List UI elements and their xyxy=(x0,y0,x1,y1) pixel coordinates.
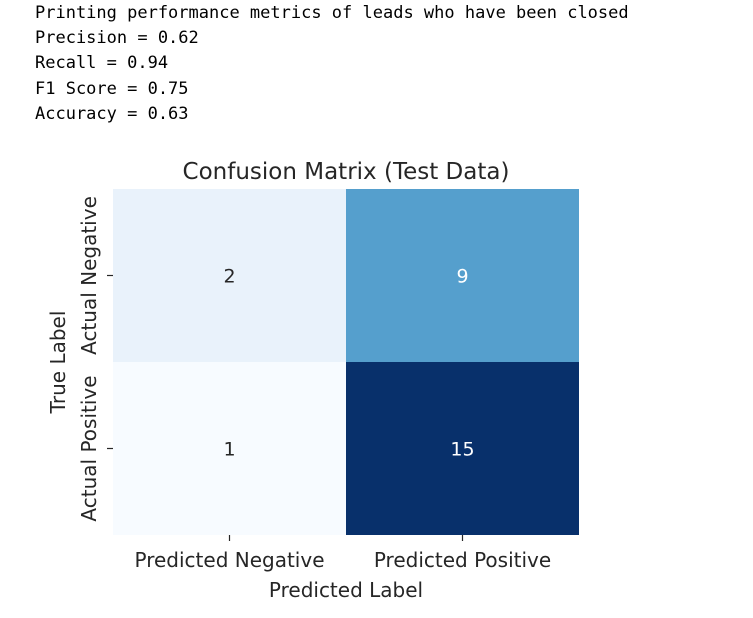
heatmap-cell-0-1 xyxy=(346,189,579,362)
console-line-recall: Recall = 0.94 xyxy=(35,53,169,74)
cell-value-label: 15 xyxy=(450,439,474,461)
y-axis-label: True Label xyxy=(46,311,70,415)
console-line-accuracy: Accuracy = 0.63 xyxy=(35,103,189,124)
cell-value-label: 1 xyxy=(223,439,235,461)
console-line-f1-score: F1 Score = 0.75 xyxy=(35,78,189,99)
x-axis-label: Predicted Label xyxy=(269,578,423,602)
heatmap-cell-1-0 xyxy=(113,362,346,535)
x-tick-label: Predicted Negative xyxy=(135,548,325,572)
cell-value-label: 2 xyxy=(223,266,235,288)
console-output: Printing performance metrics of leads wh… xyxy=(35,1,629,127)
heatmap-cell-0-0 xyxy=(113,189,346,362)
axis-ticks: Predicted Negative Predicted Positive Actu… xyxy=(77,196,551,572)
y-tick-label: Actual Negative xyxy=(77,196,101,355)
confusion-matrix-figure: Confusion Matrix (Test Data) 2 9 1 15 Predi… xyxy=(46,159,579,602)
cell-value-label: 9 xyxy=(456,266,468,288)
x-tick-label: Predicted Positive xyxy=(374,548,551,572)
console-line-heading: Printing performance metrics of leads wh… xyxy=(35,3,629,23)
heatmap-cell-1-1 xyxy=(346,362,579,535)
heatmap-cells: 2 9 1 15 xyxy=(113,189,579,535)
chart-title: Confusion Matrix (Test Data) xyxy=(183,159,510,185)
console-line-precision: Precision = 0.62 xyxy=(35,28,199,49)
y-tick-label: Actual Positive xyxy=(77,375,101,521)
